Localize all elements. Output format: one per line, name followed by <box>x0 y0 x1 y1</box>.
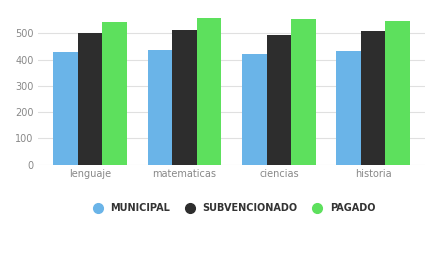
Bar <box>53 52 78 164</box>
Bar <box>336 51 361 164</box>
Bar <box>385 21 410 164</box>
Bar <box>103 22 127 164</box>
Bar <box>172 30 197 164</box>
Bar <box>291 20 315 164</box>
Legend: MUNICIPAL, SUBVENCIONADO, PAGADO: MUNICIPAL, SUBVENCIONADO, PAGADO <box>84 199 379 217</box>
Bar <box>78 33 103 164</box>
Bar <box>267 35 291 164</box>
Bar <box>361 31 385 164</box>
Bar <box>242 54 267 164</box>
Bar <box>197 18 221 164</box>
Bar <box>148 50 172 164</box>
